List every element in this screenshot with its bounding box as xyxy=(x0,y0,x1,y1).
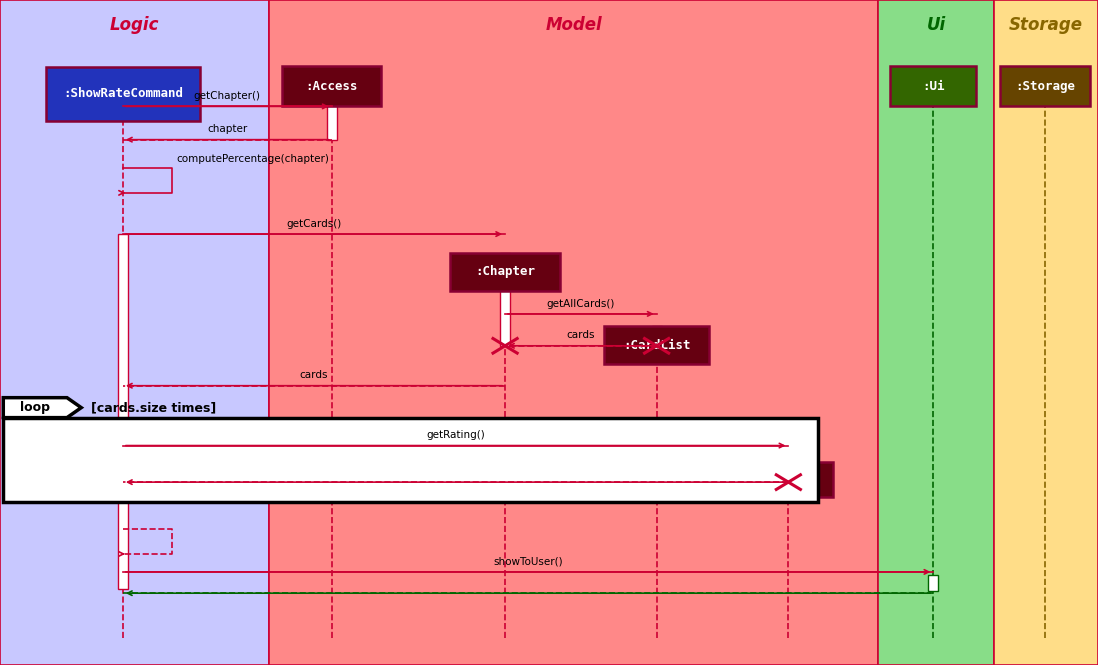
Bar xyxy=(604,326,709,364)
Polygon shape xyxy=(3,398,81,418)
Bar xyxy=(282,66,381,106)
Text: showToUser(): showToUser() xyxy=(493,557,563,567)
Bar xyxy=(46,66,200,121)
Text: :Card: :Card xyxy=(770,473,807,486)
Bar xyxy=(327,106,336,140)
Bar xyxy=(501,253,509,346)
Text: getChapter(): getChapter() xyxy=(193,91,261,101)
Bar xyxy=(119,234,127,589)
Bar xyxy=(994,0,1098,665)
Text: Ui: Ui xyxy=(927,16,945,35)
Bar xyxy=(3,418,818,502)
Bar xyxy=(878,0,994,665)
Text: cards: cards xyxy=(300,370,328,380)
Text: :Storage: :Storage xyxy=(1016,80,1075,93)
Bar xyxy=(450,253,560,291)
Text: Logic: Logic xyxy=(110,16,159,35)
Text: [cards.size times]: [cards.size times] xyxy=(91,401,216,414)
Bar xyxy=(1000,66,1090,106)
Bar xyxy=(0,0,269,665)
Text: :Ui: :Ui xyxy=(922,80,944,93)
Text: cards: cards xyxy=(567,331,595,340)
Text: chapter: chapter xyxy=(208,124,247,134)
Text: getAllCards(): getAllCards() xyxy=(547,299,615,309)
Text: :Chapter: :Chapter xyxy=(475,265,535,279)
Text: Storage: Storage xyxy=(1009,16,1083,35)
Bar xyxy=(743,462,833,497)
Bar xyxy=(890,66,976,106)
Text: getRating(): getRating() xyxy=(426,430,485,440)
Text: getCards(): getCards() xyxy=(287,219,341,229)
Bar xyxy=(652,326,661,346)
Bar xyxy=(269,0,878,665)
Text: :ShowRateCommand: :ShowRateCommand xyxy=(63,87,183,100)
Text: Model: Model xyxy=(546,16,602,35)
Text: :Access: :Access xyxy=(305,80,358,93)
Text: loop: loop xyxy=(20,401,51,414)
Text: :CardList: :CardList xyxy=(623,338,691,352)
Text: computePercentage(chapter): computePercentage(chapter) xyxy=(177,154,329,164)
Bar xyxy=(929,575,938,591)
